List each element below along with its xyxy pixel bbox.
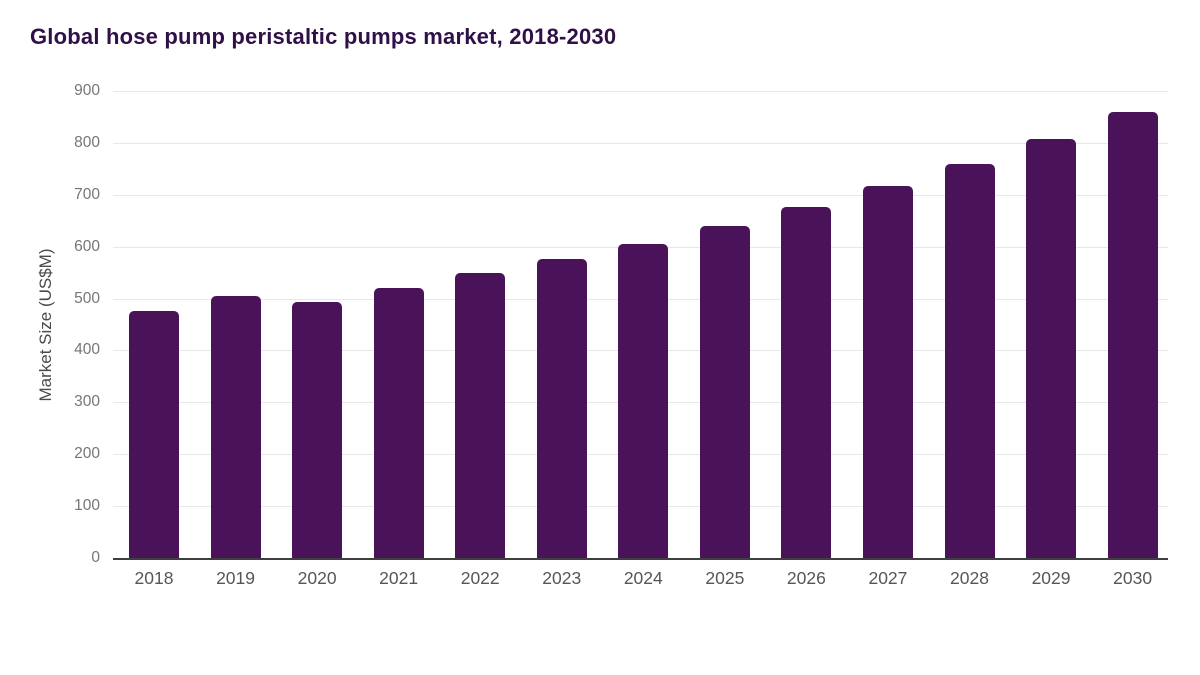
y-tick-label-100: 100 <box>74 497 100 515</box>
x-tick-label-2019: 2019 <box>216 568 256 588</box>
x-tick-label-2022: 2022 <box>460 568 500 588</box>
gridline-900 <box>113 91 1168 92</box>
y-tick-label-500: 500 <box>74 289 100 307</box>
bar-chart: Market Size (US$M) 900 800 700 600 500 400 300… <box>36 82 1168 588</box>
x-tick-label-2027: 2027 <box>868 568 908 588</box>
x-tick-label-2026: 2026 <box>786 568 826 588</box>
chart-title: Global hose pump peristaltic pumps marke… <box>30 24 617 49</box>
bar-2030 <box>1107 111 1158 558</box>
gridline-700 <box>113 194 1168 196</box>
bar-2020 <box>292 302 343 558</box>
bar-2019 <box>210 296 261 558</box>
plot-area <box>113 91 1168 560</box>
x-tick-label-2023: 2023 <box>542 568 582 588</box>
footer: https://www.grandviewresearch.com/horizo… <box>0 600 1200 675</box>
bar-2029 <box>1026 138 1077 558</box>
y-tick-label-700: 700 <box>74 185 100 203</box>
bar-2028 <box>944 163 995 558</box>
y-tick-label-0: 0 <box>91 549 100 566</box>
bar-2024 <box>618 243 669 558</box>
y-tick-label-200: 200 <box>74 445 100 463</box>
bar-2023 <box>536 258 587 558</box>
x-tick-label-2018: 2018 <box>134 568 174 588</box>
bar-2018 <box>129 310 179 558</box>
bar-2027 <box>862 185 913 558</box>
x-tick-label-2029: 2029 <box>1031 568 1071 588</box>
x-tick-label-2028: 2028 <box>950 568 989 588</box>
y-tick-label-300: 300 <box>74 393 100 411</box>
y-axis-title: Market Size (US$M) <box>36 248 55 402</box>
y-tick-label-400: 400 <box>74 341 100 359</box>
y-tick-label-600: 600 <box>74 237 100 255</box>
bar-2026 <box>781 206 832 558</box>
gridline-800 <box>113 142 1168 144</box>
x-tick-label-2021: 2021 <box>379 568 419 588</box>
bar-2022 <box>455 273 506 558</box>
y-tick-label-800: 800 <box>74 133 100 151</box>
x-tick-label-2020: 2020 <box>297 568 337 588</box>
x-tick-label-2030: 2030 <box>1113 568 1153 588</box>
bar-2025 <box>699 225 750 558</box>
x-tick-label-2024: 2024 <box>623 568 663 588</box>
y-tick-label-900: 900 <box>74 82 100 99</box>
x-tick-label-2025: 2025 <box>705 568 745 588</box>
bar-2021 <box>373 288 424 558</box>
